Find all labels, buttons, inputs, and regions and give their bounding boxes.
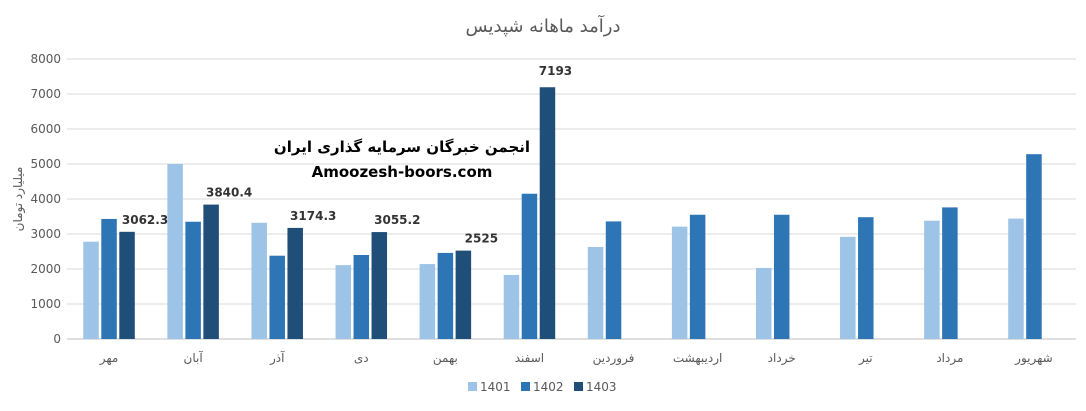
bar — [353, 255, 370, 339]
bar — [1026, 154, 1042, 339]
chart-title: درآمد ماهانه شپدیس — [466, 14, 621, 37]
x-tick-label: شهریور — [1014, 351, 1053, 366]
data-label: 2525 — [465, 232, 498, 246]
legend-label: 1401 — [480, 380, 511, 394]
x-tick-label: بهمن — [433, 351, 458, 366]
x-axis-ticks: مهر آبان آذر دی بهمن اسفند فروردین اردیبهشت خردا… — [99, 350, 1053, 366]
bar — [924, 220, 940, 339]
x-tick-label: مرداد — [936, 351, 963, 366]
y-axis-label: میلیارد تومان — [11, 167, 26, 232]
x-tick-label: اردیبهشت — [673, 351, 722, 366]
bar — [437, 252, 454, 339]
bar — [83, 241, 99, 339]
watermark-line-1: انجمن خبرگان سرمایه گذاری ایران — [274, 138, 530, 156]
y-tick-label: 3000 — [30, 227, 61, 241]
legend: 1401 1402 1403 — [468, 380, 617, 394]
data-label: 7193 — [539, 64, 572, 78]
bar — [371, 232, 388, 339]
bar — [605, 221, 622, 339]
y-axis-ticks: 0 1000 2000 3000 4000 5000 6000 7000 8000 — [30, 52, 61, 346]
y-tick-label: 0 — [53, 332, 61, 346]
bar — [942, 207, 958, 339]
bar — [840, 236, 856, 339]
data-label: 3840.4 — [206, 186, 252, 200]
bar — [203, 204, 219, 339]
y-tick-label: 2000 — [30, 262, 61, 276]
bar — [539, 87, 556, 340]
y-tick-label: 5000 — [30, 157, 61, 171]
bar — [251, 222, 267, 339]
x-tick-label: خرداد — [768, 351, 796, 366]
bar — [587, 246, 604, 339]
bar — [269, 255, 285, 339]
bars — [83, 87, 1042, 340]
bar — [1008, 218, 1024, 339]
data-labels: 3062.3 3840.4 3174.3 3055.2 2525 7193 — [122, 64, 572, 245]
bar — [185, 221, 201, 339]
bar — [455, 250, 472, 339]
x-tick-label: فروردین — [593, 351, 635, 366]
gridlines — [67, 58, 1076, 340]
x-tick-label: دی — [354, 351, 369, 365]
watermark-line-2: Amoozesh-boors.com — [312, 163, 493, 181]
x-tick-label: آذر — [269, 350, 285, 366]
x-tick-label: مهر — [99, 351, 119, 366]
y-tick-label: 1000 — [30, 297, 61, 311]
bar — [167, 164, 183, 339]
data-label: 3055.2 — [374, 213, 420, 227]
bar — [503, 274, 520, 339]
bar — [335, 265, 352, 339]
y-tick-label: 7000 — [30, 87, 61, 101]
data-label: 3174.3 — [290, 209, 336, 223]
y-tick-label: 6000 — [30, 122, 61, 136]
bar — [287, 227, 303, 339]
legend-swatch — [521, 382, 530, 391]
y-tick-label: 4000 — [30, 192, 61, 206]
data-label: 3062.3 — [122, 213, 168, 227]
x-tick-label: آبان — [184, 350, 204, 365]
legend-swatch — [468, 382, 477, 391]
bar — [119, 231, 135, 339]
bar — [101, 218, 117, 339]
y-tick-label: 8000 — [30, 52, 61, 66]
bar — [773, 214, 790, 339]
bar — [755, 267, 772, 339]
bar — [858, 217, 874, 339]
x-tick-label: تیر — [858, 351, 873, 366]
bar — [671, 226, 688, 339]
bar — [419, 264, 436, 339]
legend-label: 1402 — [533, 380, 564, 394]
legend-swatch — [574, 382, 583, 391]
bar — [689, 214, 706, 339]
legend-label: 1403 — [586, 380, 617, 394]
x-tick-label: اسفند — [515, 351, 544, 365]
bar — [521, 193, 538, 339]
